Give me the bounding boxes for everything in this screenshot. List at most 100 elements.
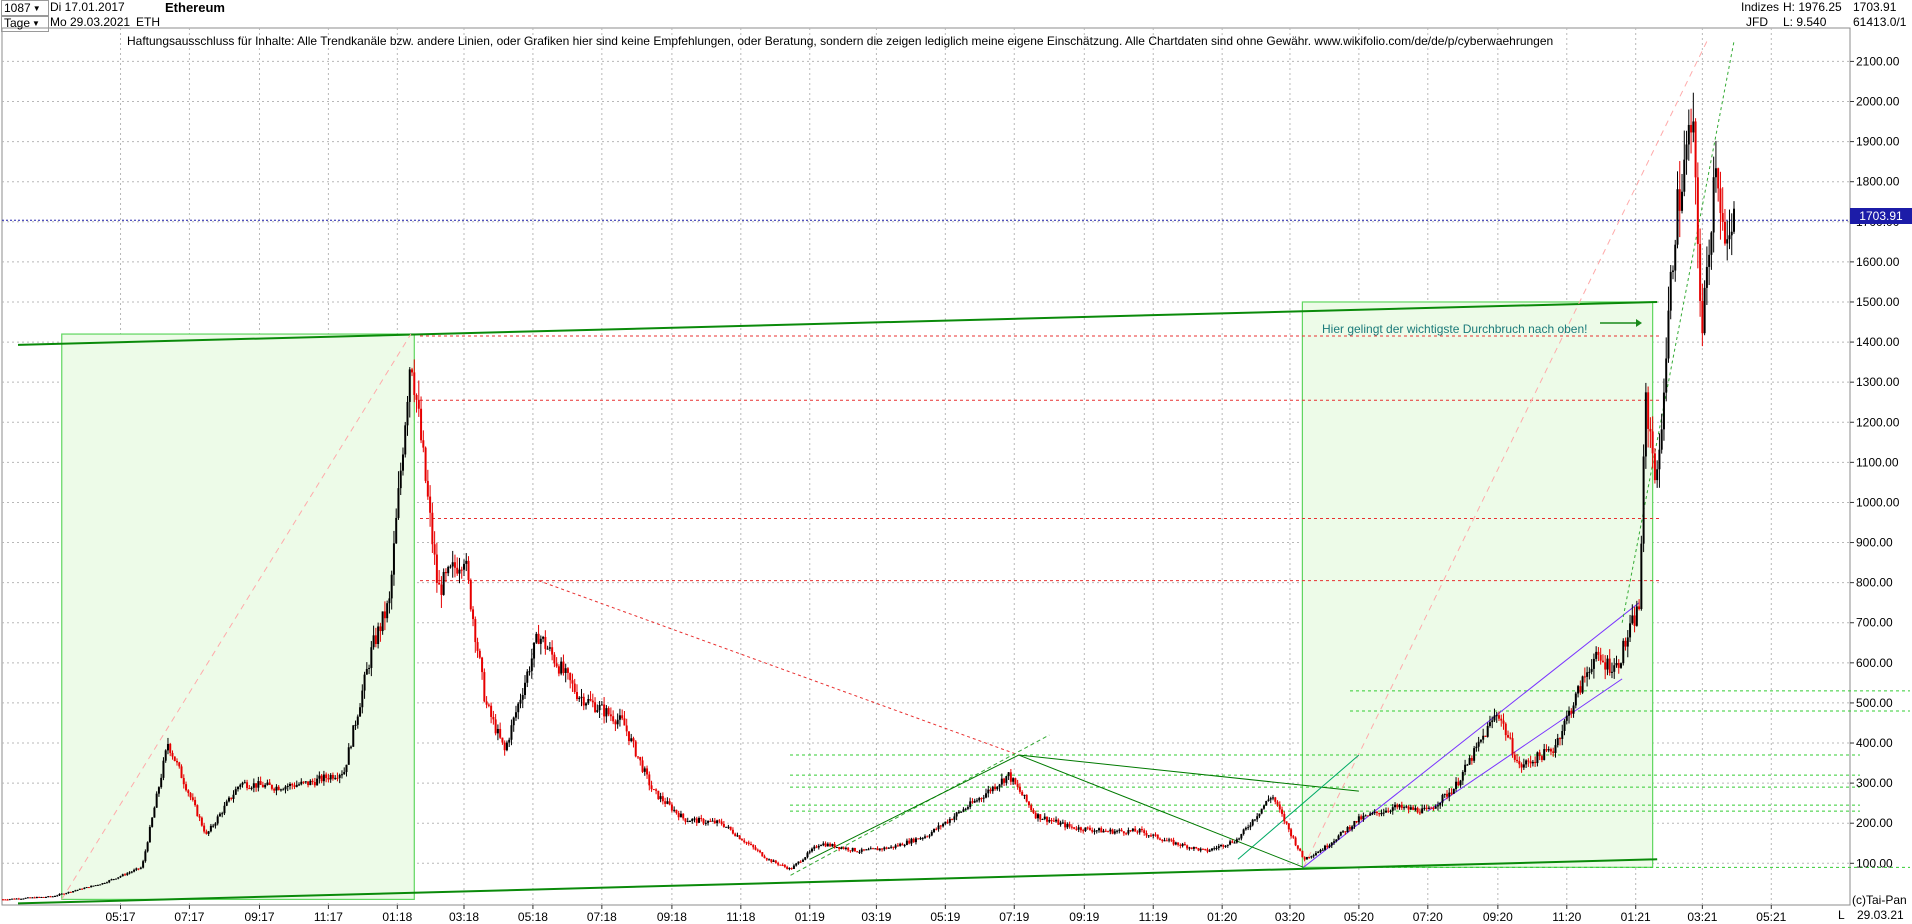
candle-body [185, 784, 188, 791]
candle-body [1301, 850, 1304, 858]
candle-body [1168, 839, 1171, 841]
candle-body [169, 743, 172, 753]
candle-body [847, 847, 850, 851]
candle-body [453, 562, 456, 568]
candle-body [1701, 300, 1704, 334]
candle-body [1136, 831, 1139, 833]
bar-count-select[interactable]: 1087 ▼ [1, 0, 49, 17]
candle-body [695, 818, 698, 823]
current-price-label: 1703.91 [1850, 208, 1912, 224]
candle-body [1256, 816, 1259, 820]
candle-body [899, 843, 902, 846]
candle-body [1253, 819, 1256, 821]
plot-frame [1, 27, 1851, 906]
candle-body [1082, 830, 1085, 832]
candle-body [166, 743, 169, 751]
candle-body [1488, 722, 1491, 726]
candle-body [1046, 816, 1049, 822]
candle-body [716, 820, 719, 824]
candle-body [652, 789, 655, 791]
scale-mode-button[interactable]: L [1838, 908, 1845, 922]
candle-body [598, 705, 601, 711]
candle-body [440, 584, 443, 595]
candle-body [919, 838, 922, 840]
y-tick-label: 1500.00 [1856, 295, 1900, 309]
candle-body [1389, 810, 1392, 812]
x-tick-label: 09:19 [1069, 910, 1099, 924]
y-tick-label: 800.00 [1856, 576, 1893, 590]
candle-body [923, 836, 926, 838]
candle-body [1574, 693, 1577, 706]
candle-body [872, 848, 875, 850]
candle-body [948, 819, 951, 823]
candle-body [422, 440, 425, 448]
candle-body [406, 401, 409, 426]
candle-body [1113, 831, 1116, 834]
y-tick-label: 700.00 [1856, 616, 1893, 630]
candle-body [521, 695, 524, 700]
candle-body [1590, 668, 1593, 672]
period-select[interactable]: Tage ▼ [1, 15, 49, 32]
candle-body [1247, 827, 1250, 829]
candle-body [580, 696, 583, 698]
candle-body [761, 852, 764, 857]
candle-body [673, 809, 676, 811]
candle-body [942, 824, 945, 827]
candle-body [397, 488, 400, 518]
x-tick-label: 03:19 [861, 910, 891, 924]
candle-body [975, 800, 978, 802]
candle-body [1258, 813, 1261, 817]
candle-body [1552, 751, 1555, 753]
candle-body [451, 562, 454, 567]
candle-body [1116, 830, 1119, 832]
candle-body [530, 658, 533, 672]
candle-body [1409, 807, 1412, 810]
candle-body [130, 871, 133, 873]
candle-body [352, 725, 355, 747]
candle-body [1620, 663, 1623, 668]
x-axis: 05:17 07:17 09:17 11:17 01:18 03:18 05:18 07:18… [105, 905, 1787, 924]
candle-body [1692, 121, 1695, 133]
candle-body [1669, 271, 1672, 311]
candle-body [1036, 814, 1039, 819]
candle-body [248, 788, 251, 790]
candle-body [270, 784, 273, 789]
candle-body [465, 560, 468, 564]
high-value: H: 1976.25 [1783, 0, 1842, 14]
candle-body [401, 454, 404, 471]
candle-body [749, 843, 752, 845]
candle-body [302, 781, 305, 783]
candle-body [1244, 827, 1247, 830]
candle-body [431, 512, 434, 545]
candle-body [1674, 244, 1677, 271]
candle-body [363, 674, 366, 691]
candle-body [1337, 835, 1340, 840]
candle-body [227, 797, 230, 802]
candle-body [646, 768, 649, 775]
candle-body [1579, 686, 1582, 693]
candle-body [575, 691, 578, 700]
candle-body [1012, 778, 1015, 782]
candle-body [1296, 845, 1299, 849]
candle-body [867, 849, 870, 851]
candle-body [1364, 815, 1367, 817]
candle-body [578, 697, 581, 700]
candle-body [1043, 816, 1046, 819]
candle-body [679, 813, 682, 818]
candle-body [291, 783, 294, 786]
candle-body [1314, 853, 1317, 856]
candle-body [811, 848, 814, 852]
candle-body [63, 893, 66, 895]
candle-body [383, 611, 386, 619]
x-tick-label: 11:18 [726, 910, 755, 924]
candle-body [542, 636, 545, 639]
candle-body [727, 826, 730, 828]
candle-body [1206, 849, 1209, 852]
candle-body [560, 661, 563, 674]
candle-body [763, 856, 766, 859]
candle-body [494, 719, 497, 734]
candle-body [664, 801, 667, 804]
candle-body [1477, 741, 1480, 747]
candle-body [1290, 829, 1293, 837]
candle-body [725, 826, 728, 828]
